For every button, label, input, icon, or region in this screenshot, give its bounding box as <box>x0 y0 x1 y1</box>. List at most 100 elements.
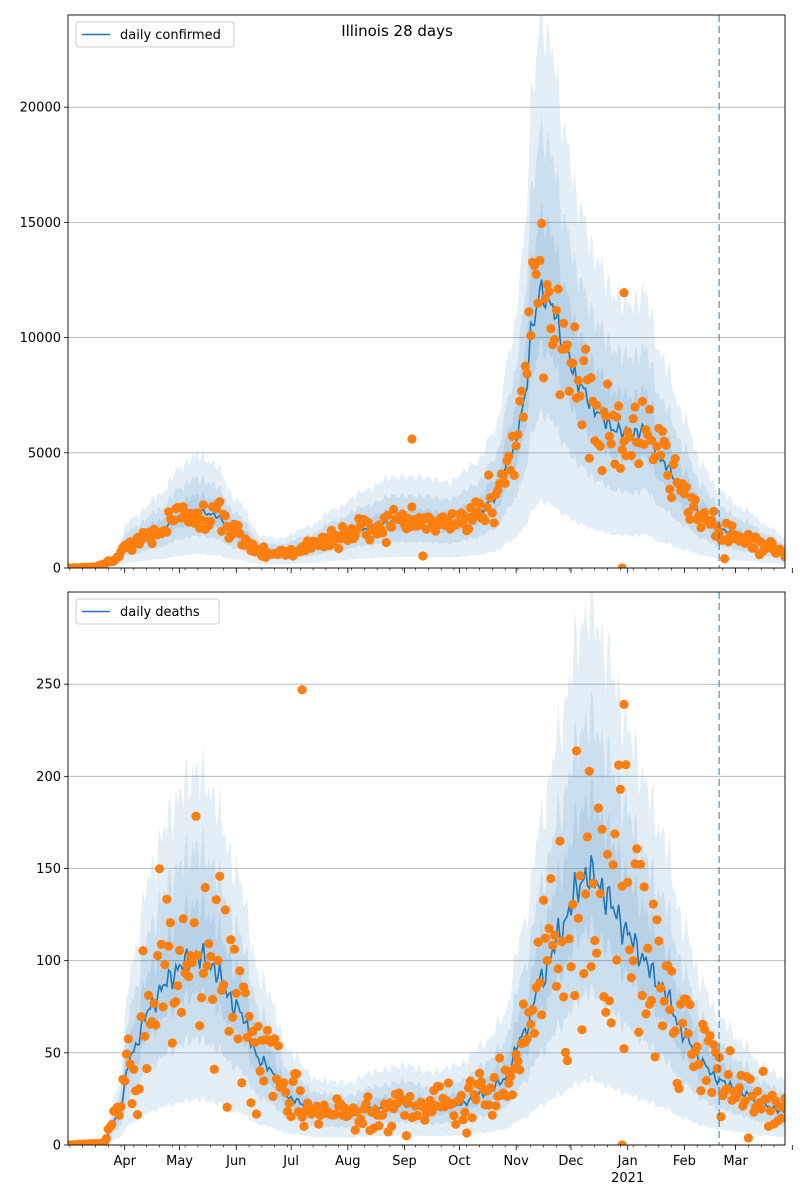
data-point <box>586 373 596 383</box>
data-point <box>612 412 622 422</box>
data-point <box>273 1041 283 1051</box>
data-point <box>456 1090 466 1101</box>
data-point <box>522 1034 532 1044</box>
data-point <box>546 324 556 334</box>
data-point <box>635 859 646 870</box>
data-point <box>218 980 229 990</box>
data-point <box>176 1007 186 1018</box>
data-point <box>314 1119 324 1129</box>
confidence-band-2 <box>68 115 785 568</box>
data-point <box>619 699 629 710</box>
data-point <box>626 973 637 983</box>
data-point <box>420 1115 430 1125</box>
data-point <box>134 1084 144 1094</box>
data-point <box>694 1059 704 1069</box>
data-point <box>568 358 578 368</box>
data-point <box>551 981 562 992</box>
data-point <box>626 450 637 461</box>
data-point <box>597 824 607 834</box>
data-point <box>696 1086 706 1096</box>
data-point <box>400 1110 410 1120</box>
data-point <box>464 1083 474 1093</box>
data-point <box>584 766 594 776</box>
data-point <box>555 836 565 846</box>
data-point <box>540 294 551 304</box>
data-point <box>564 386 574 396</box>
data-point <box>555 390 565 400</box>
data-point <box>467 1113 477 1123</box>
data-point <box>604 996 615 1006</box>
data-point <box>595 889 605 899</box>
data-point <box>167 1038 177 1048</box>
data-point <box>480 516 490 526</box>
data-point <box>147 539 157 549</box>
data-point <box>621 760 631 770</box>
x-tick-label: Mar <box>723 1154 748 1169</box>
data-point <box>756 1104 766 1114</box>
data-point <box>387 522 397 532</box>
x-tick-label: May <box>166 1154 193 1169</box>
data-point <box>634 459 644 469</box>
data-point <box>716 1112 726 1122</box>
data-point <box>164 941 174 951</box>
data-point <box>484 470 494 480</box>
data-point <box>187 958 197 968</box>
data-point <box>581 344 591 354</box>
data-point <box>242 1032 252 1042</box>
data-point <box>582 832 593 842</box>
data-point <box>465 503 475 513</box>
data-point <box>195 1021 205 1031</box>
data-point <box>646 995 657 1006</box>
data-point <box>213 955 223 966</box>
data-point <box>720 554 730 564</box>
legend-box <box>75 598 220 625</box>
chart-title: Illinois 28 days <box>341 22 453 40</box>
data-point <box>357 1118 368 1129</box>
data-point <box>540 933 551 943</box>
data-point <box>542 279 552 290</box>
data-point <box>659 996 669 1006</box>
data-point <box>378 528 388 538</box>
data-point <box>557 937 567 947</box>
data-point <box>601 1007 611 1017</box>
data-point <box>566 962 576 972</box>
x-tick-label: Jul <box>282 1154 299 1169</box>
data-point <box>162 894 172 904</box>
data-point <box>193 950 203 960</box>
data-point <box>526 1019 536 1029</box>
data-point <box>222 1102 232 1112</box>
data-point <box>202 961 212 971</box>
data-point <box>780 552 785 562</box>
data-point <box>251 1109 261 1119</box>
data-point <box>670 454 680 464</box>
data-point <box>548 940 558 951</box>
data-point <box>657 426 668 436</box>
data-point <box>259 1076 269 1086</box>
data-point <box>524 307 534 317</box>
data-point <box>138 946 148 956</box>
data-point <box>352 1106 362 1117</box>
data-point <box>154 864 165 874</box>
x-tick-label: Dec <box>558 1154 583 1169</box>
y-tick-label: 20000 <box>20 101 61 116</box>
data-point <box>207 994 218 1005</box>
data-point <box>539 373 549 383</box>
data-point <box>474 498 485 508</box>
data-point <box>515 396 525 406</box>
data-point <box>537 1010 547 1020</box>
data-point <box>573 913 583 924</box>
data-point <box>389 504 399 514</box>
data-point <box>674 1083 684 1094</box>
data-point <box>120 1076 130 1086</box>
data-point <box>707 1087 717 1097</box>
data-point <box>489 1072 499 1083</box>
y-tick-label: 0 <box>53 1139 61 1154</box>
data-point <box>485 1083 496 1093</box>
data-point <box>778 1102 785 1112</box>
data-point <box>511 441 521 451</box>
data-point <box>365 535 375 545</box>
data-point <box>586 962 596 972</box>
data-point <box>639 439 649 449</box>
data-point <box>617 563 627 568</box>
